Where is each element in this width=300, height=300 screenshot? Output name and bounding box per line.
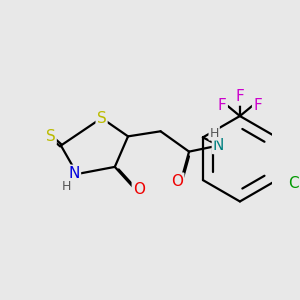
Text: F: F (253, 98, 262, 113)
Text: N: N (213, 138, 224, 153)
Text: O: O (133, 182, 145, 197)
Text: H: H (209, 127, 219, 140)
Text: Cl: Cl (288, 176, 300, 191)
Text: F: F (218, 98, 227, 113)
Text: H: H (62, 180, 72, 193)
Text: S: S (97, 111, 106, 126)
Text: N: N (69, 166, 80, 181)
Text: O: O (171, 174, 183, 189)
Text: F: F (236, 89, 244, 104)
Text: S: S (46, 129, 56, 144)
